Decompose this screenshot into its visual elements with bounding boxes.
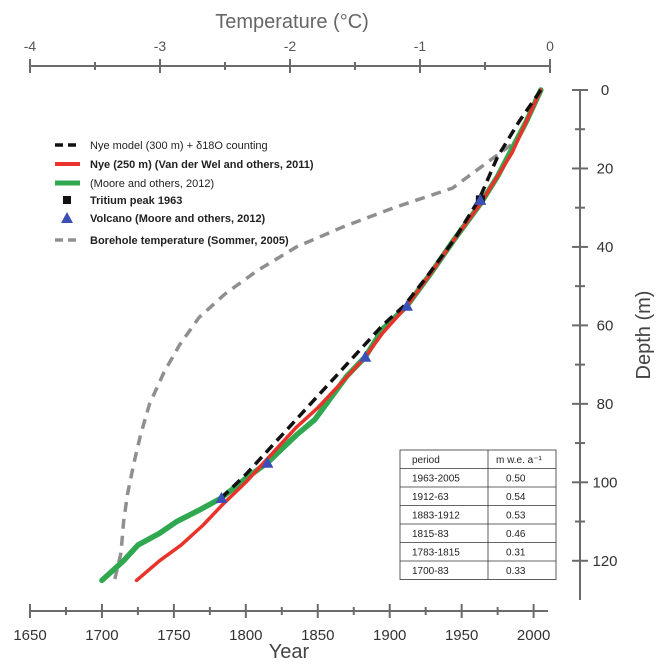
- table-header-period: period: [412, 455, 440, 466]
- volcano-marker: [215, 492, 228, 503]
- volcano-marker: [261, 456, 274, 468]
- temperature-axis-title: Temperature (°C): [215, 11, 369, 33]
- legend-label-tritium: Tritium peak 1963: [90, 195, 182, 207]
- depth-axis: 0 20 40 60 80 100 120 Depth (m): [572, 82, 655, 600]
- year-axis: 1650 1700 1750 1800 1850 1900 1950 2000 Year: [13, 604, 550, 663]
- volcano-marker: [474, 193, 487, 205]
- accumulation-rate-table: period m w.e. a⁻¹ 1963-2005 0.50 1912-63 0.54…: [399, 449, 557, 580]
- legend-item-tritium: Tritium peak 1963: [63, 195, 182, 207]
- year-tick-label: 1800: [229, 627, 262, 644]
- year-tick-label: 1650: [13, 627, 46, 644]
- table-cell-period: 1700-83: [412, 566, 449, 577]
- temperature-tick-label: -3: [154, 38, 167, 54]
- table-border: [399, 449, 557, 580]
- depth-tick-label: 60: [597, 317, 614, 334]
- series-layer: [99, 87, 544, 584]
- temperature-tick-label: -4: [24, 38, 37, 54]
- depth-tick-label: 120: [592, 553, 617, 570]
- table-cell-rate: 0.54: [506, 492, 526, 503]
- table-cell-rate: 0.53: [506, 511, 526, 522]
- table-cell-period: 1883-1912: [412, 511, 460, 522]
- nye-250-line: [134, 88, 543, 583]
- temperature-tick-label: -2: [284, 38, 297, 54]
- table-cell-rate: 0.31: [506, 548, 526, 559]
- legend-label-moore: (Moore and others, 2012): [90, 178, 214, 190]
- legend-item-nye-250: Nye (250 m) (Van der Wel and others, 201…: [55, 159, 314, 171]
- legend-swatch-tritium: [63, 196, 71, 204]
- year-tick-label: 1700: [85, 627, 118, 644]
- year-tick-label: 2000: [517, 627, 550, 644]
- temperature-tick-label: -1: [414, 38, 427, 54]
- nye-300-line: [220, 89, 543, 500]
- legend-label-nye-250: Nye (250 m) (Van der Wel and others, 201…: [90, 159, 314, 171]
- table-cell-period: 1815-83: [412, 529, 449, 540]
- year-tick-label: 1750: [157, 627, 190, 644]
- depth-tick-label: 100: [592, 474, 617, 491]
- depth-axis-title: Depth (m): [633, 291, 655, 380]
- year-tick-label: 1850: [301, 627, 334, 644]
- year-axis-title: Year: [269, 641, 310, 663]
- depth-tick-label: 80: [597, 396, 614, 413]
- table-cell-period: 1912-63: [412, 492, 449, 503]
- legend-item-borehole: Borehole temperature (Sommer, 2005): [55, 235, 289, 247]
- legend-label-volcano: Volcano (Moore and others, 2012): [90, 213, 266, 225]
- table-header-rate: m w.e. a⁻¹: [496, 455, 543, 466]
- year-tick-label: 1950: [445, 627, 478, 644]
- volcano-marker: [359, 350, 372, 362]
- legend-item-moore: (Moore and others, 2012): [55, 178, 214, 190]
- volcano-marker: [400, 299, 413, 311]
- table-cell-rate: 0.33: [506, 566, 526, 577]
- table-cell-period: 1963-2005: [412, 474, 460, 485]
- legend-label-nye-300: Nye model (300 m) + δ18O counting: [90, 140, 268, 152]
- borehole-line: [112, 143, 513, 581]
- year-tick-label: 1900: [373, 627, 406, 644]
- depth-tick-label: 40: [597, 239, 614, 256]
- temperature-tick-label: 0: [546, 38, 554, 54]
- table-cell-rate: 0.50: [506, 474, 526, 485]
- table-cell-period: 1783-1815: [412, 548, 460, 559]
- legend-item-volcano: Volcano (Moore and others, 2012): [61, 212, 266, 225]
- table-cell-rate: 0.46: [506, 529, 526, 540]
- legend: Nye model (300 m) + δ18O counting Nye (2…: [55, 140, 314, 247]
- temperature-axis: -4 -3 -2 -1 0 Temperature (°C): [24, 11, 554, 73]
- depth-tick-label: 20: [597, 160, 614, 177]
- legend-label-borehole: Borehole temperature (Sommer, 2005): [90, 235, 289, 247]
- legend-swatch-volcano: [61, 212, 73, 223]
- depth-tick-label: 0: [601, 82, 609, 99]
- legend-item-nye-300: Nye model (300 m) + δ18O counting: [55, 140, 268, 152]
